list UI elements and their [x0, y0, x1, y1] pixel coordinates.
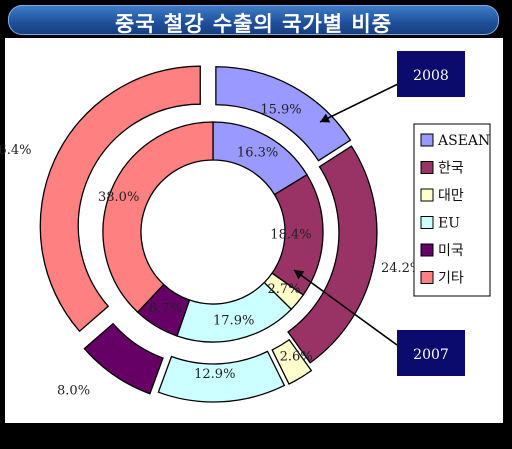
arrowhead-2008	[320, 113, 331, 123]
page-title: 중국 철강 수출의 국가별 비중	[114, 12, 393, 36]
label-2008-대만: 2.6%	[280, 350, 313, 365]
label-2008-EU: 12.9%	[194, 367, 235, 382]
slice-2008-기타	[39, 65, 201, 333]
legend-swatch-한국	[420, 161, 434, 174]
legend-box	[413, 123, 491, 297]
arrow-2007	[293, 269, 398, 346]
label-2007-ASEAN: 16.3%	[237, 146, 278, 161]
legend-swatch-대만	[420, 188, 434, 202]
label-2007-EU: 17.9%	[213, 314, 254, 329]
slice-2008-미국	[83, 322, 164, 395]
legend-label-미국: 미국	[438, 243, 464, 259]
slice-2007-기타	[102, 121, 214, 314]
label-2008-ASEAN: 15.9%	[260, 102, 301, 117]
legend-label-기타: 기타	[438, 271, 464, 287]
slice-2008-한국	[287, 145, 378, 364]
box-2007	[397, 330, 465, 376]
legend-label-EU: EU	[438, 216, 460, 232]
label-2008-한국: 24.2%	[381, 261, 422, 276]
legend-swatch-미국	[420, 243, 434, 257]
title-bar: 중국 철강 수출의 국가별 비중	[8, 5, 499, 36]
box-label-2007: 2007	[413, 347, 449, 363]
label-2008-미국: 8.0%	[57, 384, 90, 399]
legend-label-대만: 대만	[438, 188, 464, 204]
legend-swatch-ASEAN	[420, 133, 434, 147]
legend-label-ASEAN: ASEAN	[437, 133, 490, 149]
slice-2008-EU	[157, 350, 286, 403]
arrow-2008	[319, 83, 399, 123]
label-2007-기타: 38.0%	[98, 190, 139, 205]
legend-swatch-기타	[420, 271, 434, 284]
label-2007-미국: 6.7%	[149, 302, 182, 317]
arrowhead-2007	[294, 270, 305, 280]
slice-2008-ASEAN	[215, 66, 352, 162]
slice-2008-대만	[271, 338, 313, 385]
label-2007-대만: 2.7%	[267, 282, 300, 297]
label-2008-기타: 36.4%	[0, 143, 31, 158]
legend-swatch-EU	[420, 216, 434, 229]
legend-label-한국: 한국	[438, 161, 464, 177]
box-label-2008: 2008	[413, 68, 449, 84]
box-2008	[397, 51, 465, 97]
label-2007-한국: 18.4%	[270, 228, 311, 243]
